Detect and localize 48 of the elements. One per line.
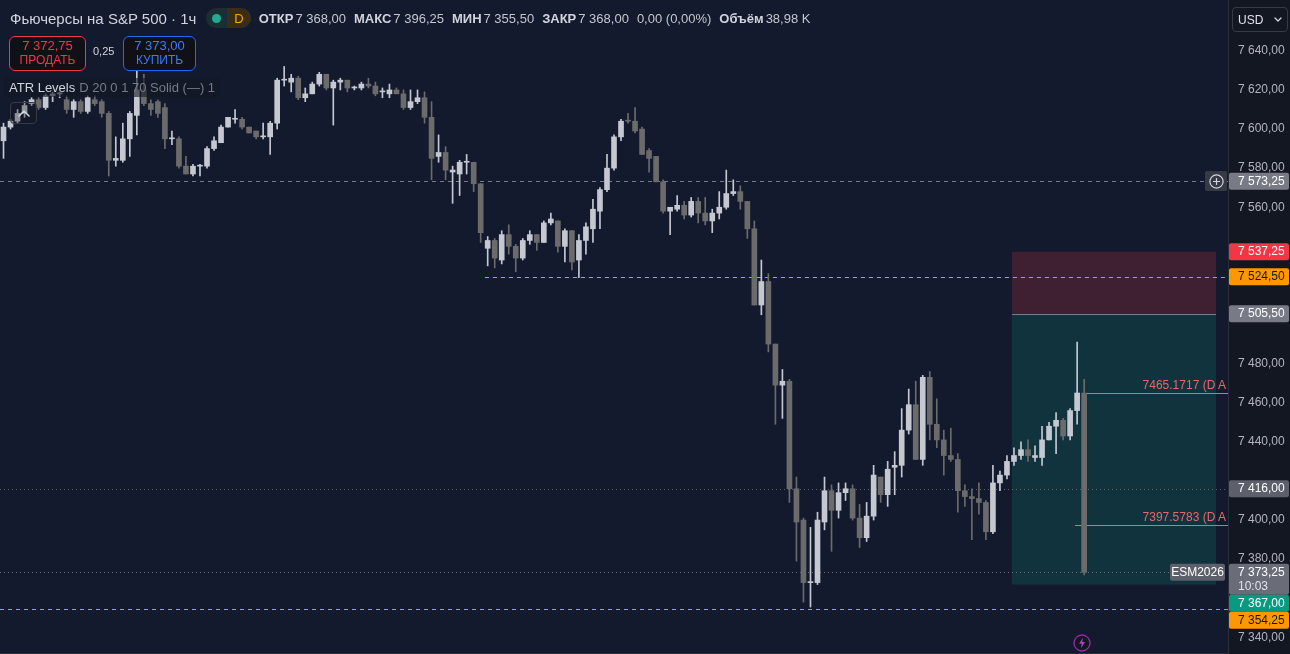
annotation: 0,25 xyxy=(93,45,115,57)
annotation: 7 372,75 xyxy=(22,38,73,55)
y-tick-label: 7 640,00 xyxy=(1238,43,1286,58)
annotation: 38,98 K xyxy=(765,10,811,26)
annotation: 7 368,00 xyxy=(295,10,346,26)
annotation: МАКС xyxy=(353,10,392,26)
annotation: D xyxy=(227,8,251,28)
text: 10:03 xyxy=(1238,578,1269,593)
sell-button: 7 372,75 ПРОДАТЬ xyxy=(9,36,86,71)
annotation: 7 355,50 xyxy=(483,10,535,26)
y-tick-label: 7 440,00 xyxy=(1238,434,1286,449)
annotation: КУПИТЬ xyxy=(135,53,184,68)
annotation: ЗАКР xyxy=(542,10,577,26)
annotation: ОТКР xyxy=(258,10,294,26)
ref-line-label: 7 524,50 xyxy=(1238,268,1286,283)
candlestick xyxy=(169,130,175,146)
ref-line-label: 7 505,50 xyxy=(1238,306,1286,321)
buy-button: 7 373,00 КУПИТЬ xyxy=(123,36,196,71)
band-label: 7 367,00 xyxy=(1238,595,1286,610)
y-tick-label: 7 580,00 xyxy=(1238,160,1286,175)
annotation: 7 396,25 xyxy=(393,10,444,26)
annotation: ПРОДАТЬ xyxy=(19,53,76,68)
annotation: МИН xyxy=(451,10,482,26)
annotation: ATR Levels xyxy=(9,80,76,95)
y-tick-label: 7 400,00 xyxy=(1238,512,1286,527)
ref-line-label: 7 573,25 xyxy=(1238,173,1286,188)
annotation: ESM2026 xyxy=(1171,564,1225,579)
currency-dropdown: USD xyxy=(1232,7,1288,32)
y-tick-label: 7 620,00 xyxy=(1238,82,1286,97)
y-tick-label: 7 600,00 xyxy=(1238,121,1286,136)
status-badge: D xyxy=(206,8,251,28)
annotation: 7 373,00 xyxy=(134,38,185,55)
y-tick-label: 7 380,00 xyxy=(1238,551,1286,566)
y-tick-label: 7 460,00 xyxy=(1238,395,1286,410)
y-tick-label: 7 480,00 xyxy=(1238,355,1286,370)
ref-line-label: 7 416,00 xyxy=(1238,481,1286,496)
annotation: 0,00 (0,00%) xyxy=(636,10,712,26)
ref-line-label: 7465.1717 (D A xyxy=(1142,377,1226,392)
y-tick-label: 7 560,00 xyxy=(1238,199,1286,214)
y-tick-label: 7 340,00 xyxy=(1238,629,1286,644)
text: Фьючерсы на S&P 500 · 1ч xyxy=(10,9,197,27)
candlestick xyxy=(330,79,337,126)
annotation: 7 368,00 xyxy=(578,10,629,26)
annotation: Объём xyxy=(719,10,764,26)
ref-line-label: 7 354,25 xyxy=(1238,612,1286,627)
band-label: 7 537,25 xyxy=(1238,244,1286,259)
ref-line-label: 7397.5783 (D A xyxy=(1142,509,1226,524)
ref-line-label: 7 373,25 xyxy=(1238,564,1286,579)
